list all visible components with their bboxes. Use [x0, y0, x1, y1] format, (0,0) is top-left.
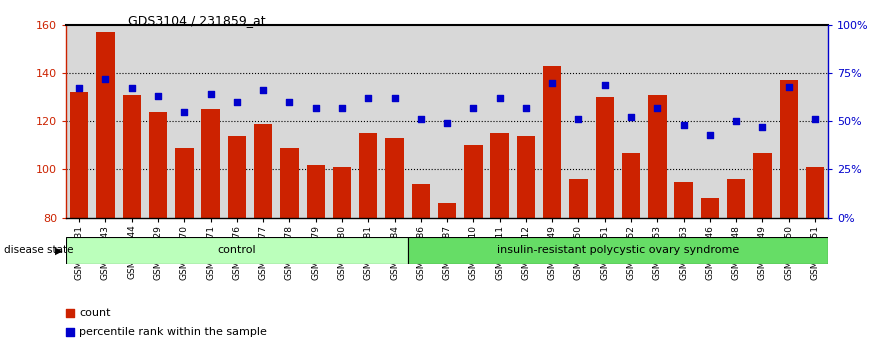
Bar [517, 136, 535, 218]
Text: count: count [79, 308, 111, 319]
Bar [202, 109, 219, 218]
Point [99, 76, 113, 82]
Point [624, 115, 638, 120]
Bar [618, 25, 644, 218]
Point [440, 120, 455, 126]
Point [335, 105, 349, 110]
Bar [302, 25, 329, 218]
Bar [753, 153, 772, 218]
Bar [119, 25, 144, 218]
Point [414, 116, 428, 122]
Bar [96, 32, 115, 218]
Bar [359, 133, 377, 218]
Bar [486, 25, 513, 218]
Point [388, 95, 402, 101]
Bar [277, 25, 302, 218]
Bar [622, 153, 640, 218]
Bar [648, 95, 667, 218]
Bar [566, 25, 592, 218]
Bar [408, 237, 828, 264]
Bar [171, 25, 197, 218]
Text: control: control [218, 245, 256, 256]
Bar [408, 25, 434, 218]
Bar [66, 237, 408, 264]
Text: ▶: ▶ [55, 245, 63, 256]
Bar [381, 25, 408, 218]
Text: percentile rank within the sample: percentile rank within the sample [79, 327, 267, 337]
Bar [434, 25, 460, 218]
Bar [644, 25, 670, 218]
Bar [66, 25, 93, 218]
Bar [539, 25, 566, 218]
Point [677, 122, 691, 128]
Bar [355, 25, 381, 218]
Bar [700, 198, 719, 218]
Bar [464, 145, 483, 218]
Bar [329, 25, 355, 218]
Bar [569, 179, 588, 218]
Bar [227, 136, 246, 218]
Bar [727, 179, 745, 218]
Point [125, 86, 139, 91]
Point [319, 46, 333, 51]
Bar [780, 80, 798, 218]
Point [808, 116, 822, 122]
Point [308, 105, 322, 110]
Bar [750, 25, 775, 218]
Bar [224, 25, 250, 218]
Bar [513, 25, 539, 218]
Point [519, 105, 533, 110]
Bar [197, 25, 224, 218]
Bar [144, 25, 171, 218]
Bar [122, 95, 141, 218]
Bar [775, 25, 802, 218]
Point [597, 82, 611, 87]
Point [781, 84, 796, 89]
Bar [596, 97, 614, 218]
Bar [254, 124, 272, 218]
Point [361, 95, 375, 101]
Bar [385, 138, 403, 218]
Point [703, 132, 717, 138]
Bar [250, 25, 277, 218]
Bar [333, 167, 352, 218]
Bar [697, 25, 723, 218]
Bar [93, 25, 119, 218]
Bar [70, 92, 88, 218]
Bar [438, 203, 456, 218]
Point [177, 109, 191, 114]
Point [204, 91, 218, 97]
Point [572, 116, 586, 122]
Point [466, 105, 480, 110]
Bar [491, 133, 509, 218]
Bar [802, 25, 828, 218]
Point [256, 87, 270, 93]
Bar [675, 182, 692, 218]
Bar [411, 184, 430, 218]
Point [755, 124, 769, 130]
Bar [280, 148, 299, 218]
Bar [723, 25, 750, 218]
Point [151, 93, 165, 99]
Point [729, 118, 744, 124]
Bar [460, 25, 486, 218]
Bar [307, 165, 325, 218]
Point [230, 99, 244, 105]
Bar [175, 148, 194, 218]
Point [650, 105, 664, 110]
Bar [592, 25, 618, 218]
Bar [543, 66, 561, 218]
Text: disease state: disease state [4, 245, 74, 256]
Text: GDS3104 / 231859_at: GDS3104 / 231859_at [128, 14, 265, 27]
Point [283, 99, 297, 105]
Text: insulin-resistant polycystic ovary syndrome: insulin-resistant polycystic ovary syndr… [497, 245, 739, 256]
Point [545, 80, 559, 85]
Bar [149, 112, 167, 218]
Bar [806, 167, 825, 218]
Point [319, 213, 333, 219]
Point [72, 86, 86, 91]
Bar [670, 25, 697, 218]
Point [492, 95, 507, 101]
